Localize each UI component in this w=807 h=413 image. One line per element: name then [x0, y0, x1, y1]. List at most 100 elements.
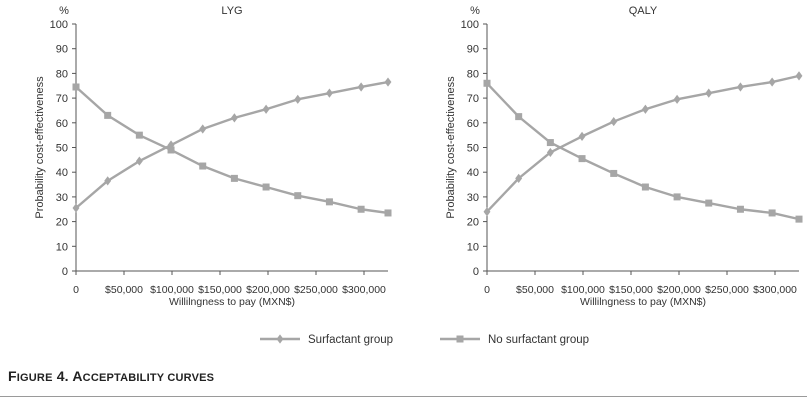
- data-point-square: [199, 162, 207, 170]
- y-tick-label: 70: [467, 93, 479, 105]
- data-point-square: [705, 199, 713, 207]
- data-point-square: [230, 174, 238, 182]
- x-tick-label: $200,000: [246, 284, 290, 296]
- data-point-diamond: [610, 116, 618, 127]
- x-tick-label: $300,000: [342, 284, 386, 296]
- series-line: [486, 74, 800, 213]
- y-tick-label: 40: [56, 167, 68, 179]
- chart-title: QALY: [629, 5, 658, 17]
- data-point-diamond: [230, 113, 238, 123]
- y-unit-label: %: [470, 5, 480, 17]
- y-tick-label: 20: [467, 217, 479, 229]
- data-point-diamond: [135, 156, 143, 166]
- data-point-diamond: [357, 82, 365, 92]
- series-surfactant: [483, 71, 803, 217]
- x-tick-label: $100,000: [150, 284, 194, 296]
- data-point-diamond: [673, 94, 681, 104]
- data-point-square: [262, 183, 270, 191]
- data-point-square: [736, 205, 744, 213]
- legend-item-no-surfactant: No surfactant group: [440, 334, 589, 346]
- data-point-diamond: [483, 207, 491, 217]
- y-tick-label: 50: [467, 143, 479, 155]
- data-point-square: [795, 215, 803, 223]
- x-tick-label: 0: [73, 284, 79, 296]
- legend-item-surfactant: Surfactant group: [260, 334, 393, 346]
- x-tick-label: $100,000: [561, 284, 605, 296]
- x-tick-label: $300,000: [753, 284, 797, 296]
- y-axis-label: Probability cost-effectiveness: [445, 76, 457, 219]
- data-point-diamond: [795, 71, 803, 81]
- y-tick-label: 10: [56, 241, 68, 253]
- series-no-surfactant: [72, 83, 392, 217]
- data-point-diamond: [546, 147, 554, 158]
- y-tick-label: 40: [467, 167, 479, 179]
- data-point-square: [768, 209, 776, 217]
- data-point-square: [641, 183, 649, 191]
- series-surfactant: [72, 77, 392, 213]
- series-line: [75, 86, 389, 215]
- series-line: [75, 80, 389, 209]
- y-tick-label: 30: [56, 192, 68, 204]
- data-point-diamond: [72, 203, 80, 213]
- data-point-diamond: [199, 124, 207, 134]
- data-point-square: [294, 192, 302, 200]
- x-axis-label: Willilngness to pay (MXN$): [580, 296, 706, 308]
- y-tick-label: 60: [467, 118, 479, 130]
- series-no-surfactant: [483, 79, 803, 223]
- y-tick-label: 0: [473, 266, 479, 278]
- series-line: [486, 82, 800, 221]
- y-tick-label: 60: [56, 118, 68, 130]
- x-tick-label: $50,000: [516, 284, 554, 296]
- data-point-square: [546, 139, 554, 147]
- data-point-square: [104, 111, 112, 119]
- y-tick-label: 90: [56, 44, 68, 56]
- y-tick-label: 100: [50, 19, 68, 31]
- y-tick-label: 100: [461, 19, 479, 31]
- y-tick-label: 80: [56, 68, 68, 80]
- x-tick-label: $200,000: [657, 284, 701, 296]
- x-tick-label: $150,000: [609, 284, 653, 296]
- x-tick-label: $250,000: [294, 284, 338, 296]
- data-point-diamond: [384, 77, 392, 87]
- data-point-diamond: [578, 131, 586, 141]
- legend-marker-diamond: [276, 334, 284, 344]
- data-point-square: [578, 155, 586, 163]
- y-tick-label: 90: [467, 44, 479, 56]
- y-tick-label: 30: [467, 192, 479, 204]
- data-point-diamond: [768, 77, 776, 87]
- chart-title: LYG: [221, 5, 242, 17]
- data-point-square: [325, 198, 333, 206]
- x-tick-label: $250,000: [705, 284, 749, 296]
- figure-caption: FIGURE 4. ACCEPTABILITY CURVES: [8, 368, 215, 384]
- x-tick-label: $150,000: [198, 284, 242, 296]
- y-tick-label: 20: [56, 217, 68, 229]
- y-tick-label: 80: [467, 68, 479, 80]
- y-tick-label: 0: [62, 266, 68, 278]
- data-point-square: [610, 169, 618, 177]
- data-point-diamond: [104, 176, 112, 186]
- chart-panel-2: QALY% 0 10 20 30 40 50 60 70 80 90 100 0 $50,000 $100,…: [445, 5, 803, 308]
- data-point-square: [515, 113, 523, 121]
- x-axis-label: Willilngness to pay (MXN$): [169, 296, 295, 308]
- legend-label: Surfactant group: [308, 334, 393, 346]
- data-point-diamond: [705, 88, 713, 98]
- data-point-square: [483, 79, 491, 87]
- legend-marker-square: [456, 335, 464, 343]
- data-point-diamond: [262, 104, 270, 114]
- x-tick-label: $50,000: [105, 284, 143, 296]
- x-tick-label: 0: [484, 284, 490, 296]
- y-tick-label: 10: [467, 241, 479, 253]
- data-point-diamond: [641, 104, 649, 114]
- data-point-diamond: [294, 94, 302, 104]
- y-tick-label: 70: [56, 93, 68, 105]
- data-point-square: [357, 205, 365, 213]
- legend-label: No surfactant group: [488, 334, 589, 346]
- data-point-diamond: [325, 88, 333, 98]
- caption-rule: [0, 396, 807, 397]
- y-axis-label: Probability cost-effectiveness: [34, 76, 46, 219]
- data-point-diamond: [736, 82, 744, 92]
- data-point-square: [135, 131, 143, 139]
- data-point-square: [673, 193, 681, 201]
- y-tick-label: 50: [56, 143, 68, 155]
